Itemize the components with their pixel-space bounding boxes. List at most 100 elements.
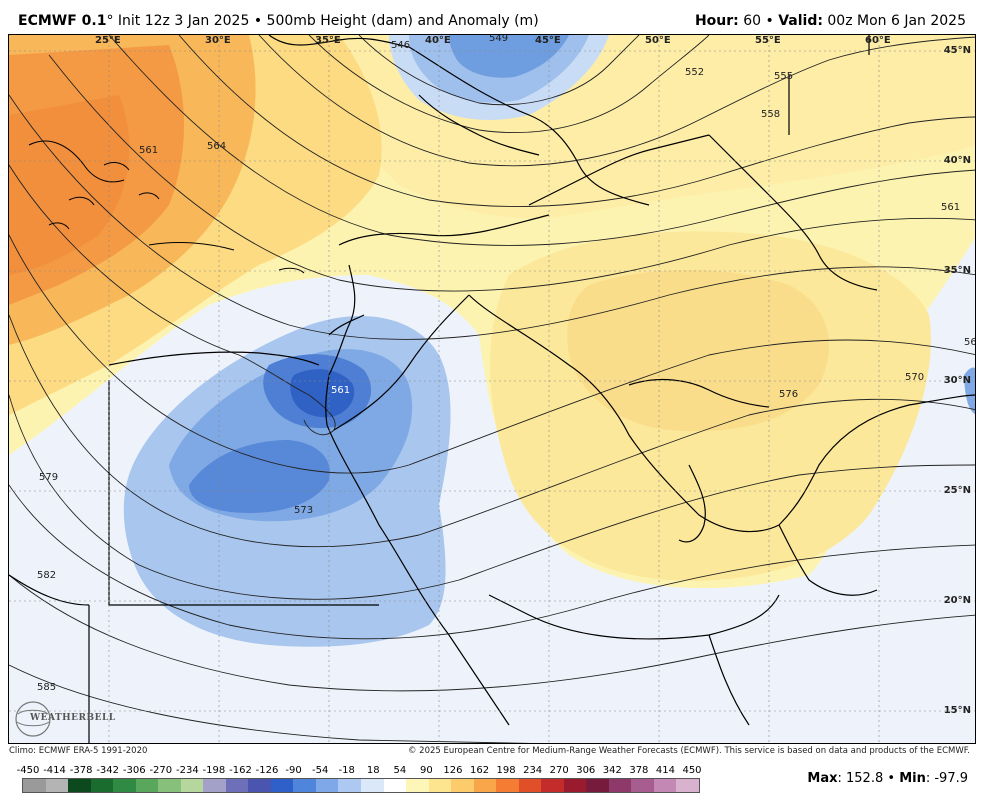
max-min-readout: Max: 152.8 • Min: -97.9 [807,771,968,786]
anomaly-map-graphic: 546 549 552 555 558 561 564 561 561 567 … [9,35,975,743]
colorbar-tick-label: -90 [285,765,302,776]
colorbar-tick-label: -378 [69,765,93,776]
longitude-label: 35°E [315,35,341,46]
colorbar-swatch [68,779,91,792]
latitude-label: 25°N [943,485,971,496]
contour-label: 561 [139,145,158,156]
latitude-label: 45°N [943,45,971,56]
bullet: • [887,771,896,786]
contour-label: 561 [331,385,350,396]
colorbar-tick-label: 234 [523,765,543,776]
colorbar-tick-label: -18 [338,765,355,776]
map-title: ECMWF 0.1° Init 12z 3 Jan 2025 • 500mb H… [18,13,539,29]
contour-label: 585 [37,682,56,693]
hour-value: 60 [743,13,762,29]
colorbar-tick-labels: -450 -414 -378 -342 -306 -270 -234 -198 -162 -126… [16,765,702,777]
contour-label: 576 [779,389,798,400]
colorbar-tick-label: 306 [576,765,596,776]
bullet: • [765,13,774,29]
latitude-label: 30°N [943,375,971,386]
longitude-label: 50°E [645,35,671,46]
colorbar-swatch [541,779,564,792]
degree-sign: ° [106,13,114,29]
copyright-note: © 2025 European Centre for Medium-Range … [407,746,970,756]
colorbar-swatch [496,779,519,792]
colorbar-tick-label: -198 [202,765,226,776]
colorbar-swatch [360,779,384,792]
colorbar-swatch [225,779,249,792]
climo-note: Climo: ECMWF ERA-5 1991-2020 [9,746,148,756]
colorbar-tick-label: 270 [549,765,569,776]
colorbar-swatch [631,779,654,792]
contour-label: 570 [905,372,924,383]
colorbar-tick-label: 414 [655,765,675,776]
model-name: ECMWF 0.1 [18,13,107,29]
latitude-label: 35°N [943,265,971,276]
colorbar-swatch [428,779,452,792]
contour-label: 582 [37,570,56,581]
logo-text: WEATHERBELL [30,713,116,723]
valid-label: Valid: [778,13,823,29]
colorbar-swatch [158,779,181,792]
latitude-label: 15°N [943,705,971,716]
colorbar-swatch [45,779,69,792]
colorbar-tick-label: 90 [420,765,433,776]
init-time: Init 12z 3 Jan 2025 [117,13,250,29]
colorbar-tick-label: -414 [43,765,66,776]
contour-label: 558 [761,109,780,120]
colorbar-tick-label: -234 [176,765,199,776]
latitude-label: 20°N [943,595,971,606]
longitude-label: 60°E [865,35,891,46]
colorbar-tick-label: -54 [311,765,329,776]
longitude-label: 55°E [755,35,781,46]
colorbar-swatch [608,779,632,792]
longitude-label: 30°E [205,35,231,46]
colorbar-swatch [473,779,497,792]
max-value: 152.8 [846,771,884,786]
colorbar-tick-label: -450 [16,765,40,776]
longitude-label: 40°E [425,35,451,46]
bullet: • [253,13,263,29]
valid-time-title: Hour: 60 • Valid: 00z Mon 6 Jan 2025 [695,13,966,29]
colorbar-swatch [586,779,609,792]
colorbar-tick-label: 198 [496,765,516,776]
weatherbell-logo: WEATHERBELL [14,700,115,738]
colorbar-tick-label: 378 [629,765,649,776]
colorbar-tick-label: -270 [149,765,173,776]
min-value: -97.9 [934,771,968,786]
colorbar-tick-label: 18 [366,765,380,776]
latitude-label: 40°N [943,155,971,166]
colorbar-tick-label: 54 [393,765,407,776]
colorbar-tick-label: 126 [443,765,463,776]
hour-label: Hour: [694,13,739,29]
colorbar-tick-label: -306 [122,765,146,776]
colorbar-swatch [338,779,361,792]
colorbar-swatch [203,779,226,792]
valid-value: 00z Mon 6 Jan 2025 [827,13,966,29]
contour-label: 564 [207,141,226,152]
min-label: Min [899,771,926,786]
contour-label: 555 [774,71,793,82]
colorbar-swatch [406,779,429,792]
colorbar-swatch [248,779,271,792]
field-name: 500mb Height (dam) and Anomaly (m) [266,13,539,29]
colorbar-tick-label: -162 [229,765,252,776]
contour-label: 546 [391,40,410,51]
colorbar-swatch [90,779,114,792]
contour-label: 579 [39,472,58,483]
colorbar-swatch [451,779,474,792]
colorbar-swatch [518,779,542,792]
colorbar-tick-label: -126 [255,765,279,776]
colorbar-swatch [270,779,294,792]
colorbar-swatch [315,779,339,792]
colorbar-swatch [383,779,407,792]
contour-label: 552 [685,67,704,78]
colorbar-swatch [23,779,46,792]
contour-label: 549 [489,35,508,44]
colorbar-swatch [135,779,159,792]
contour-label: 561 [941,202,960,213]
colorbar-tick-label: 162 [469,765,490,776]
longitude-label: 25°E [95,35,121,46]
colorbar-swatch [180,779,204,792]
colorbar-tick-label: -342 [96,765,120,776]
